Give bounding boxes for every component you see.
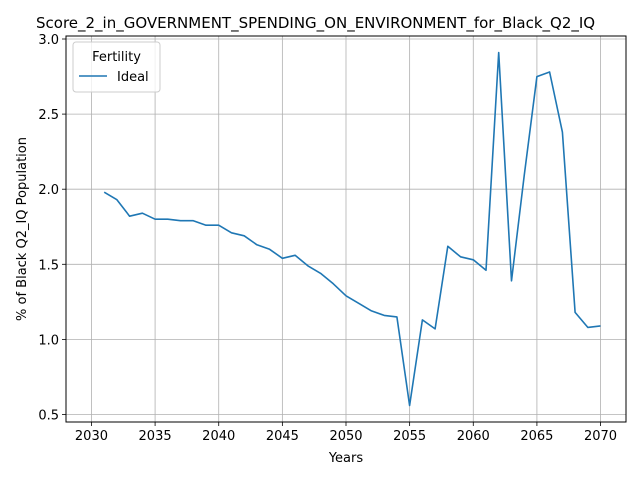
data-point xyxy=(408,404,410,406)
data-point xyxy=(574,311,576,313)
data-point xyxy=(421,319,423,321)
data-point xyxy=(256,244,258,246)
y-tick-label: 2.5 xyxy=(38,108,59,123)
data-point xyxy=(383,314,385,316)
data-point xyxy=(179,220,181,222)
data-point xyxy=(307,265,309,267)
y-tick-label: 0.5 xyxy=(38,408,59,423)
data-point xyxy=(319,272,321,274)
x-axis-ticks: 2030 2035 2040 2045 2050 2055 2060 2065 2070 xyxy=(75,422,617,444)
x-tick-label: 2050 xyxy=(329,429,362,444)
data-point xyxy=(345,295,347,297)
data-point xyxy=(370,310,372,312)
legend: Fertility Ideal xyxy=(72,41,161,93)
y-tick-label: 1.0 xyxy=(38,333,59,348)
data-point xyxy=(396,316,398,318)
data-point xyxy=(599,325,601,327)
legend-box xyxy=(72,41,161,93)
data-point xyxy=(536,75,538,77)
data-point xyxy=(167,218,169,220)
data-point xyxy=(230,232,232,234)
x-tick-label: 2070 xyxy=(584,429,617,444)
chart-title: Score_2_in_GOVERNMENT_SPENDING_ON_ENVIRO… xyxy=(36,14,595,33)
x-tick-label: 2055 xyxy=(393,429,426,444)
data-point xyxy=(561,131,563,133)
data-point xyxy=(141,212,143,214)
x-tick-label: 2035 xyxy=(139,429,172,444)
legend-title: Fertility xyxy=(92,50,141,65)
data-point xyxy=(358,302,360,304)
data-point xyxy=(103,191,105,193)
data-point xyxy=(218,224,220,226)
data-point xyxy=(116,199,118,201)
data-point xyxy=(447,245,449,247)
y-tick-label: 3.0 xyxy=(38,33,59,48)
legend-entry-label: Ideal xyxy=(117,70,149,85)
data-point xyxy=(154,218,156,220)
x-tick-label: 2030 xyxy=(75,429,108,444)
x-tick-label: 2060 xyxy=(457,429,490,444)
data-point xyxy=(587,326,589,328)
grid xyxy=(66,36,626,422)
data-point xyxy=(523,174,525,176)
x-tick-label: 2040 xyxy=(202,429,235,444)
data-point xyxy=(268,248,270,250)
series-line-ideal xyxy=(103,51,601,407)
series-layer xyxy=(103,51,601,407)
y-tick-label: 1.5 xyxy=(38,258,59,273)
data-point xyxy=(192,220,194,222)
data-point xyxy=(294,254,296,256)
data-point xyxy=(243,235,245,237)
y-tick-label: 2.0 xyxy=(38,183,59,198)
x-axis-label: Years xyxy=(328,451,364,466)
data-point xyxy=(281,257,283,259)
data-point xyxy=(485,269,487,271)
data-point xyxy=(205,224,207,226)
data-point xyxy=(498,51,500,53)
data-point xyxy=(548,71,550,73)
data-point xyxy=(510,280,512,282)
data-point xyxy=(472,259,474,261)
data-point xyxy=(128,215,130,217)
y-axis-label: % of Black Q2_IQ Population xyxy=(15,137,30,321)
x-tick-label: 2045 xyxy=(266,429,299,444)
data-point xyxy=(332,283,334,285)
data-point xyxy=(459,256,461,258)
x-tick-label: 2065 xyxy=(520,429,553,444)
data-point xyxy=(434,328,436,330)
y-axis-ticks: 0.5 1.0 1.5 2.0 2.5 3.0 xyxy=(38,33,66,423)
